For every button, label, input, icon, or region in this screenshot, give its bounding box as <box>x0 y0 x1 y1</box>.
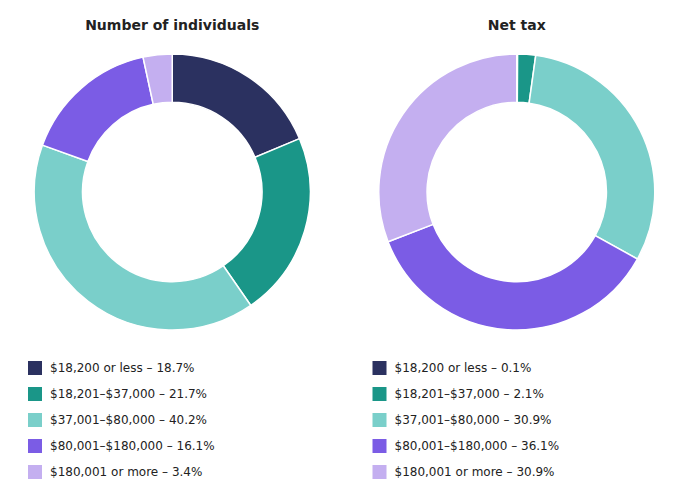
legend-label: $18,201–$37,000 – 21.7% <box>50 387 207 401</box>
legend-item: $18,200 or less – 18.7% <box>28 361 195 375</box>
legend-label: $37,001–$80,000 – 30.9% <box>395 413 552 427</box>
legend-label: $18,200 or less – 18.7% <box>50 361 195 375</box>
legend-label: $180,001 or more – 3.4% <box>50 465 202 479</box>
donut-slice <box>34 145 251 330</box>
donut-slice <box>388 224 637 330</box>
donut-slice <box>172 54 299 157</box>
chart-title: Number of individuals <box>85 17 259 33</box>
donut-slice <box>529 55 655 259</box>
legend-label: $37,001–$80,000 – 40.2% <box>50 413 207 427</box>
legend-item: $80,001–$180,000 – 36.1% <box>373 439 560 453</box>
legend: $18,200 or less – 18.7% $18,201–$37,000 –… <box>28 361 215 479</box>
legend-swatch <box>28 465 42 479</box>
donut-panel: Number of individuals $18,200 or less – 1… <box>28 17 310 479</box>
donut-slice <box>143 54 172 104</box>
donut-panel: Net tax $18,200 or less – 0.1% $18,201–$37… <box>373 17 655 479</box>
chart-root: Number of individuals $18,200 or less – 1… <box>0 0 689 501</box>
legend-item: $18,201–$37,000 – 21.7% <box>28 387 207 401</box>
legend-item: $18,201–$37,000 – 2.1% <box>373 387 544 401</box>
legend-item: $180,001 or more – 30.9% <box>373 465 555 479</box>
legend-label: $18,201–$37,000 – 2.1% <box>395 387 544 401</box>
donut-slice <box>379 54 517 242</box>
donut-slice <box>42 57 153 161</box>
legend-swatch <box>373 361 387 375</box>
legend-item: $37,001–$80,000 – 40.2% <box>28 413 207 427</box>
legend-swatch <box>373 413 387 427</box>
legend-label: $180,001 or more – 30.9% <box>395 465 555 479</box>
legend-item: $18,200 or less – 0.1% <box>373 361 532 375</box>
legend-swatch <box>373 439 387 453</box>
legend-label: $18,200 or less – 0.1% <box>395 361 532 375</box>
legend-swatch <box>28 439 42 453</box>
legend-label: $80,001–$180,000 – 36.1% <box>395 439 560 453</box>
legend-item: $180,001 or more – 3.4% <box>28 465 202 479</box>
legend-item: $80,001–$180,000 – 16.1% <box>28 439 215 453</box>
slices <box>34 54 310 330</box>
legend-swatch <box>28 361 42 375</box>
legend: $18,200 or less – 0.1% $18,201–$37,000 – … <box>373 361 560 479</box>
legend-swatch <box>373 465 387 479</box>
legend-swatch <box>373 387 387 401</box>
legend-label: $80,001–$180,000 – 16.1% <box>50 439 215 453</box>
chart-title: Net tax <box>488 17 546 33</box>
slices <box>379 54 655 330</box>
legend-swatch <box>28 387 42 401</box>
legend-item: $37,001–$80,000 – 30.9% <box>373 413 552 427</box>
legend-swatch <box>28 413 42 427</box>
donut-slice <box>223 139 310 306</box>
